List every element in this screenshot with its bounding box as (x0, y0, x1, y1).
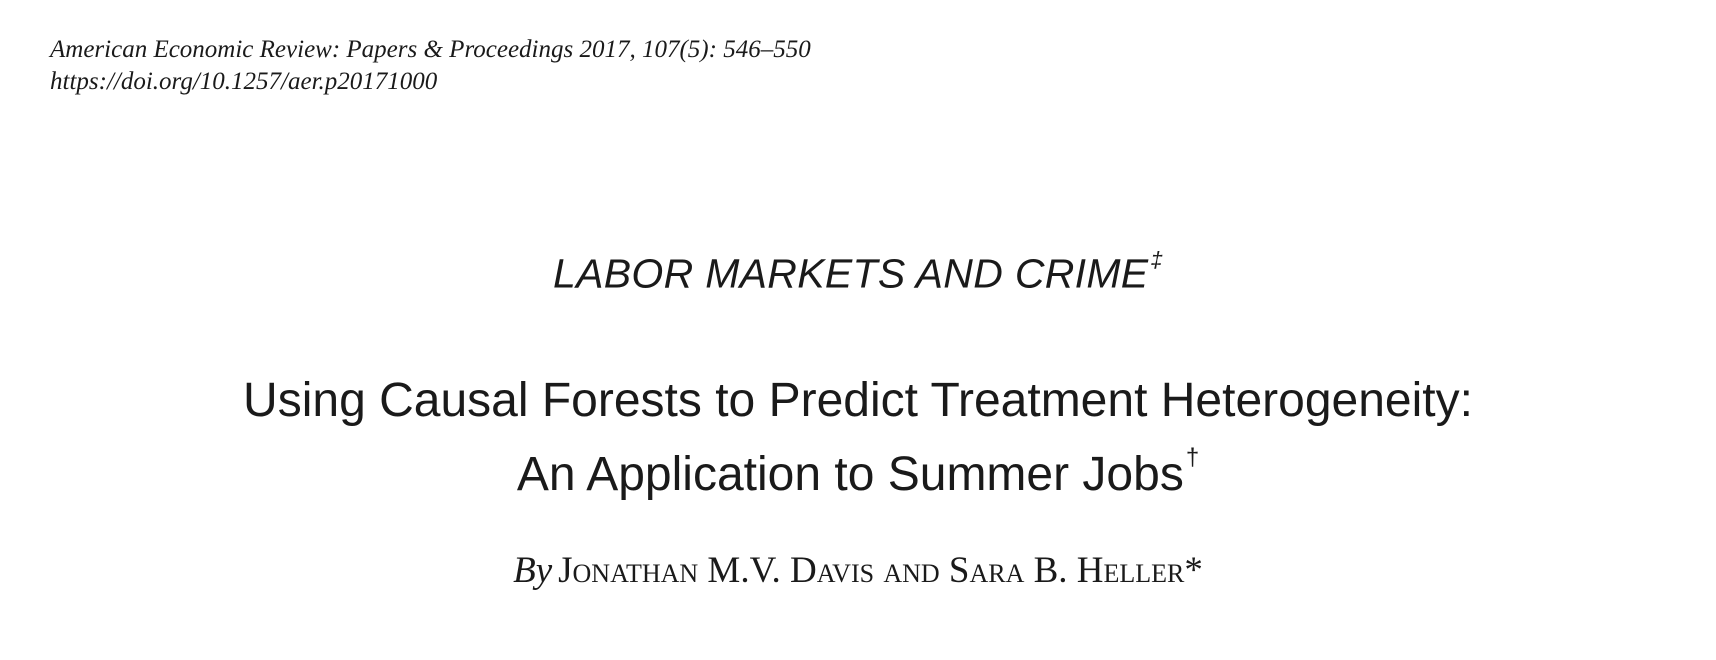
author-footnote-mark: * (1184, 550, 1203, 591)
section-heading: LABOR MARKETS AND CRIME‡ (0, 241, 1716, 299)
section-footnote-mark: ‡ (1150, 247, 1163, 272)
article-title-line-2: An Application to Summer Jobs (516, 448, 1184, 501)
article-title: Using Causal Forests to Predict Treatmen… (0, 368, 1716, 507)
journal-citation: American Economic Review: Papers & Proce… (50, 36, 811, 63)
author-names: Jonathan M.V. Davis and Sara B. Heller (558, 550, 1185, 591)
title-footnote-mark: † (1185, 444, 1200, 471)
section-title: LABOR MARKETS AND CRIME (553, 250, 1149, 297)
journal-header: American Economic Review: Papers & Proce… (50, 34, 811, 98)
author-byline: By Jonathan M.V. Davis and Sara B. Heller… (0, 548, 1716, 594)
byline-prefix: By (513, 550, 553, 591)
article-title-line-2-wrapper: An Application to Summer Jobs† (0, 433, 1716, 507)
article-title-line-1: Using Causal Forests to Predict Treatmen… (243, 374, 1473, 427)
doi-link[interactable]: https://doi.org/10.1257/aer.p20171000 (50, 68, 438, 95)
